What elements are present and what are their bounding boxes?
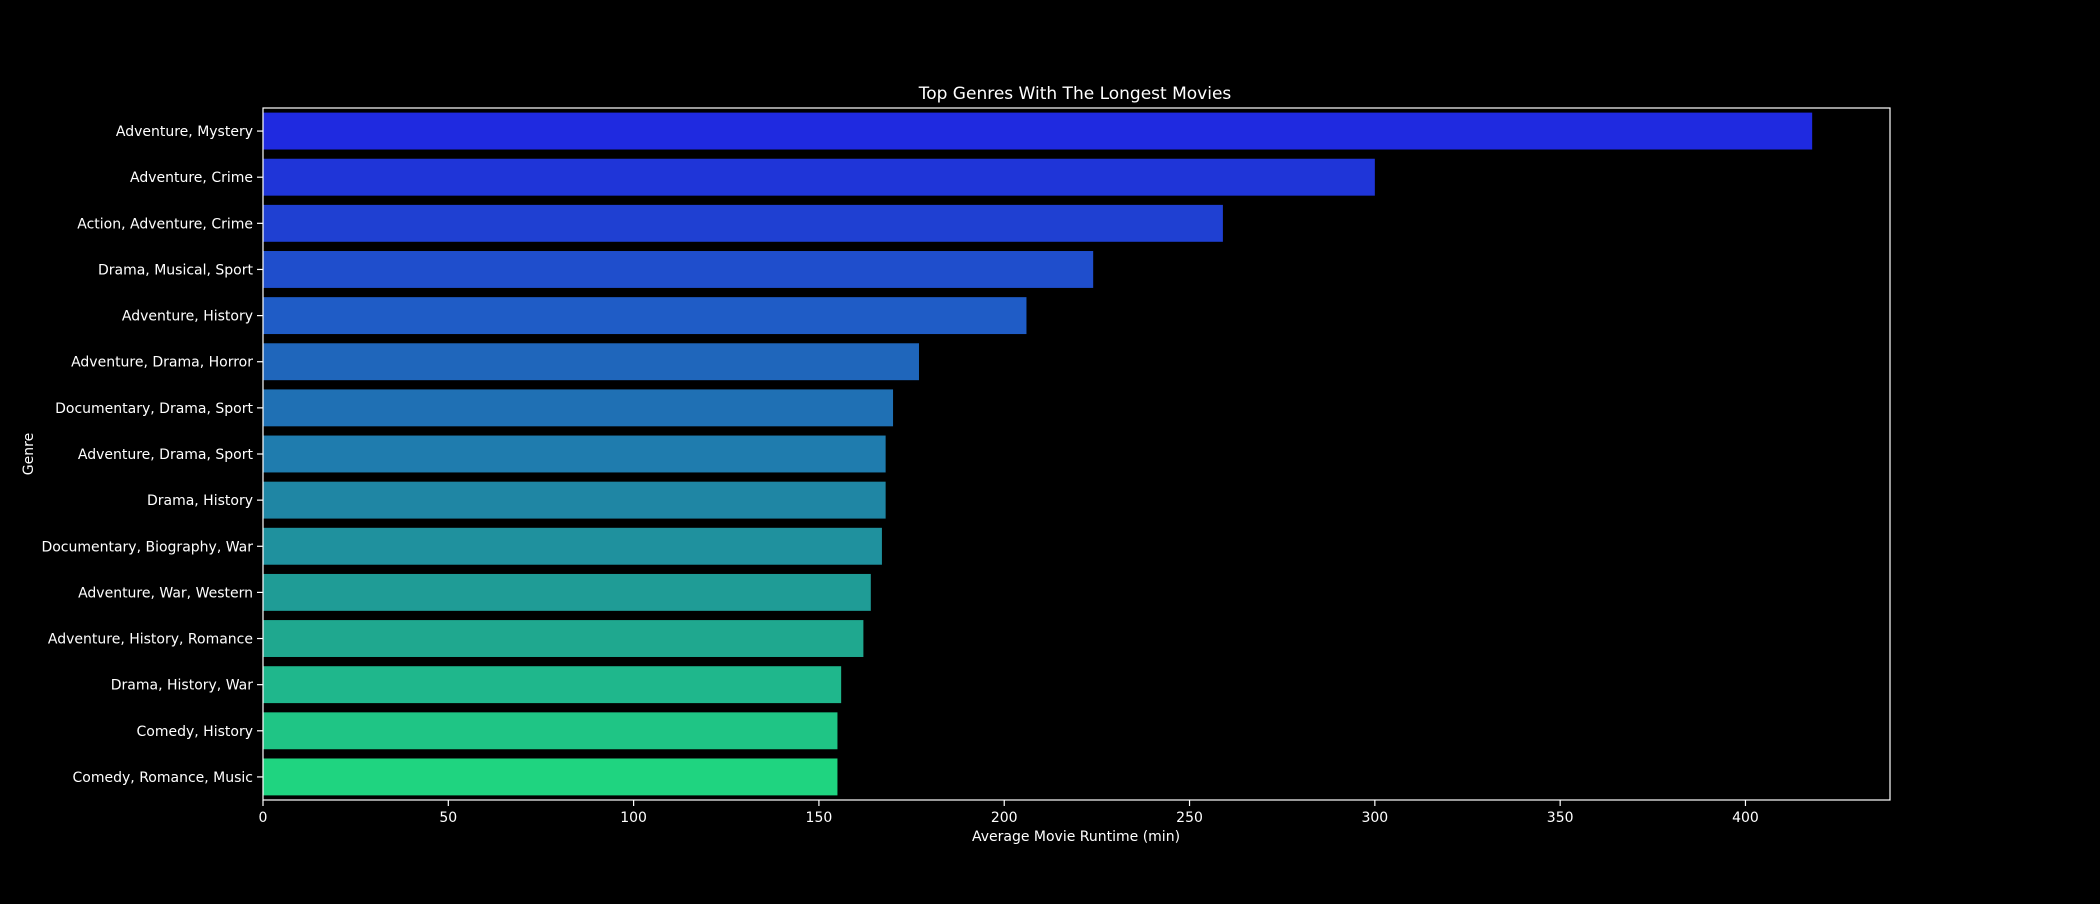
- x-tick-label: 350: [1547, 810, 1574, 826]
- bar: [263, 297, 1027, 335]
- bar: [263, 481, 886, 519]
- y-tick-label: Adventure, History: [122, 309, 253, 325]
- bar: [263, 620, 864, 657]
- y-tick-label: Documentary, Drama, Sport: [55, 401, 253, 417]
- x-tick-label: 100: [620, 810, 647, 826]
- y-tick-label: Documentary, Biography, War: [41, 539, 253, 555]
- y-tick-label: Adventure, Drama, Sport: [78, 447, 254, 463]
- y-tick-label: Drama, History: [147, 493, 253, 509]
- bar: [263, 389, 894, 427]
- bar: [263, 712, 838, 750]
- y-tick-label: Comedy, History: [137, 724, 253, 740]
- bar: [263, 343, 919, 381]
- plot-frame: [262, 107, 1891, 801]
- bars-layer: [263, 112, 1813, 796]
- bar: [263, 158, 1375, 196]
- bar: [263, 251, 1094, 288]
- x-tick-label: 150: [806, 810, 833, 826]
- bar: [263, 112, 1813, 150]
- chart-title: Top Genres With The Longest Movies: [918, 84, 1232, 104]
- y-tick-label: Action, Adventure, Crime: [77, 216, 253, 232]
- y-tick-label: Adventure, Mystery: [116, 124, 253, 140]
- x-tick-label: 200: [991, 810, 1018, 826]
- y-tick-label: Drama, Musical, Sport: [98, 262, 254, 278]
- y-axis-ticks: Adventure, Mystery Adventure, Crime Action…: [41, 124, 263, 786]
- y-tick-label: Adventure, History, Romance: [48, 632, 253, 648]
- y-tick-label: Adventure, Drama, Horror: [71, 355, 253, 371]
- bar: [263, 666, 842, 704]
- y-axis-label: Genre: [21, 433, 37, 475]
- y-tick-label: Adventure, War, Western: [78, 585, 253, 601]
- x-tick-label: 250: [1176, 810, 1203, 826]
- bar: [263, 527, 882, 565]
- bar: [263, 204, 1223, 242]
- bar: [263, 435, 886, 473]
- y-tick-label: Adventure, Crime: [130, 170, 253, 186]
- x-tick-label: 300: [1361, 810, 1388, 826]
- bar: [263, 758, 838, 796]
- x-axis-label: Average Movie Runtime (min): [972, 829, 1180, 845]
- y-tick-label: Comedy, Romance, Music: [73, 770, 253, 786]
- x-axis-ticks: 0 50 100 150 200 250 300 350 400: [259, 800, 1759, 826]
- x-tick-label: 50: [439, 810, 457, 826]
- bar: [263, 573, 871, 611]
- y-tick-label: Drama, History, War: [111, 678, 253, 694]
- x-tick-label: 400: [1732, 810, 1759, 826]
- x-tick-label: 0: [259, 810, 268, 826]
